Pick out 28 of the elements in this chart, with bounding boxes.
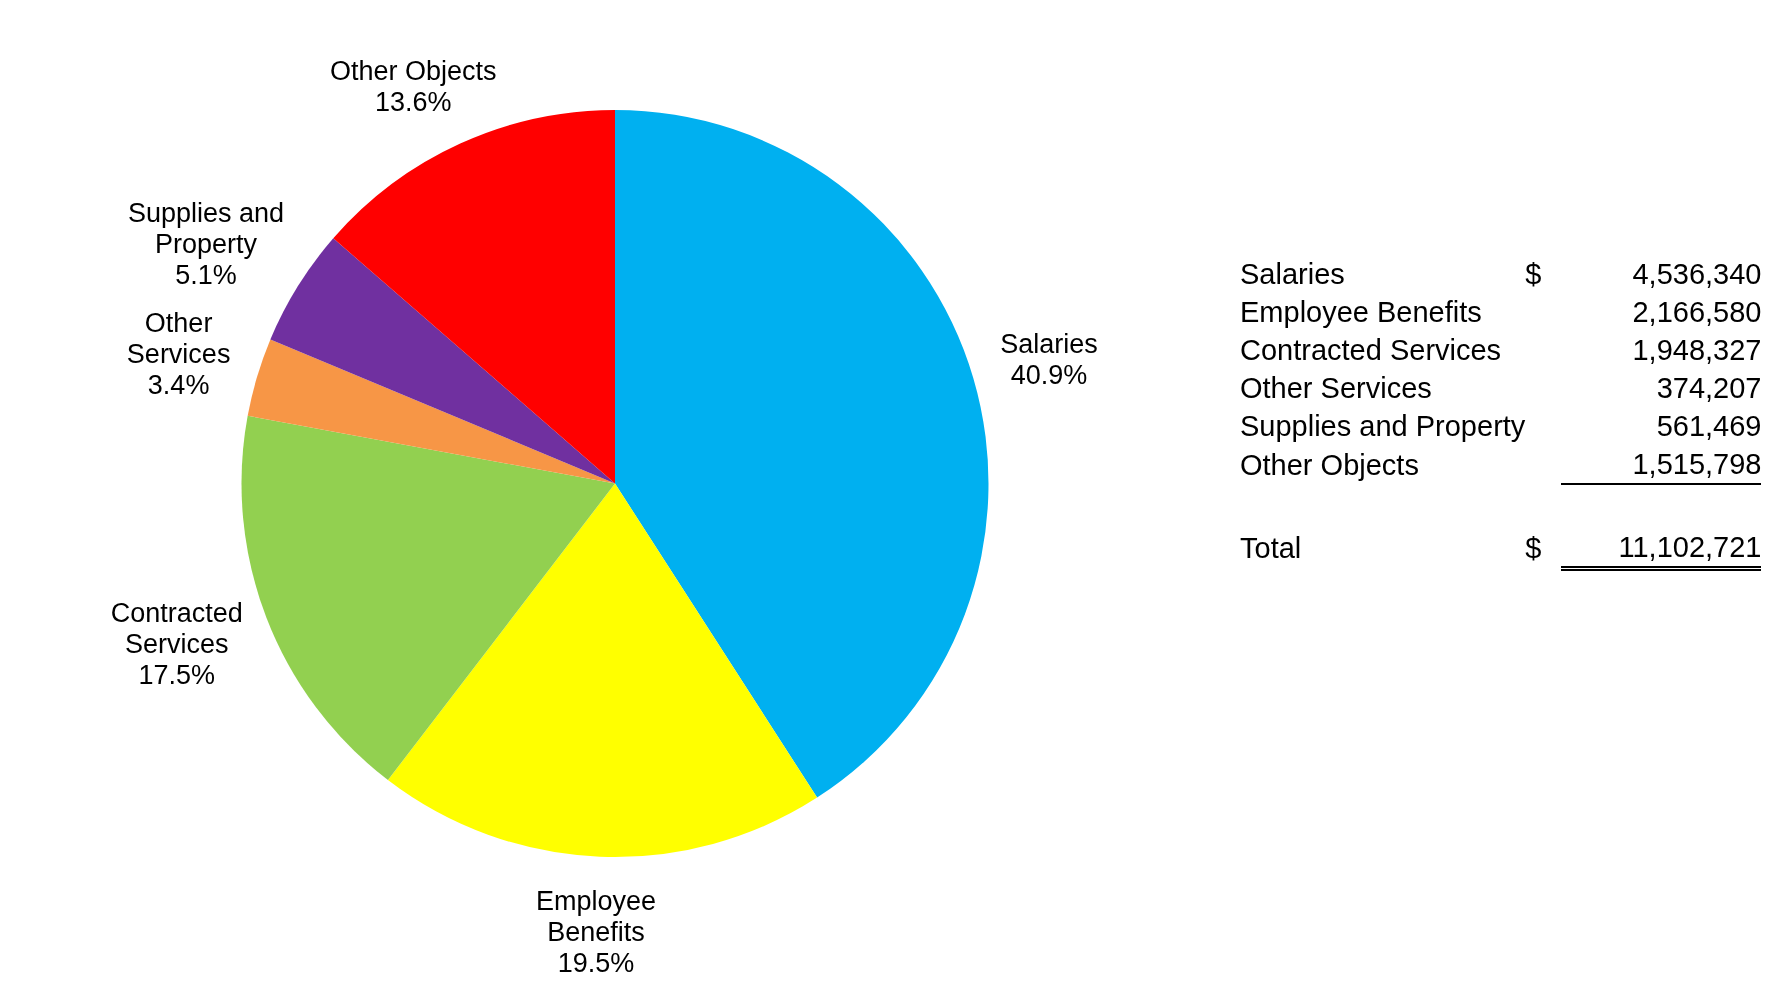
category-label: Contracted Services — [1240, 334, 1502, 366]
category-label: Other Objects — [1240, 448, 1419, 481]
slice-label: Employee Benefits — [536, 885, 657, 947]
category-label: Other Services — [1240, 372, 1432, 404]
slice-label: Other Objects — [330, 56, 497, 87]
data-label: 17.5% — [138, 659, 216, 690]
text: $ — [1525, 257, 1543, 292]
data-label: 13.6% — [375, 87, 452, 118]
slice-label: Salaries — [1000, 328, 1098, 359]
slice-label: Contracted Services — [110, 597, 243, 659]
slice-label: Supplies and Property — [127, 198, 285, 260]
slice-label: Salaries — [1240, 257, 1346, 292]
data-label: 19.5% — [557, 947, 635, 978]
data-label: 3.4% — [147, 369, 210, 400]
text: 1,948,327 — [1631, 333, 1762, 368]
text: 11,102,721 — [1561, 528, 1762, 569]
text: 2,166,580 — [1631, 295, 1762, 330]
text: Total — [1240, 531, 1303, 567]
data-label: 5.1% — [175, 260, 237, 291]
text: 561,469 — [1655, 409, 1762, 444]
data-label: 40.9% — [1010, 359, 1088, 390]
category-label: Employee Benefits — [1240, 296, 1482, 328]
text: $ — [1525, 532, 1542, 565]
text: 4,536,340 — [1631, 257, 1762, 292]
slice-label: Other Services — [126, 307, 231, 369]
category-label: Supplies and Property — [1240, 410, 1526, 442]
text: 1,515,798 — [1561, 445, 1762, 484]
text: 374,207 — [1655, 371, 1762, 406]
